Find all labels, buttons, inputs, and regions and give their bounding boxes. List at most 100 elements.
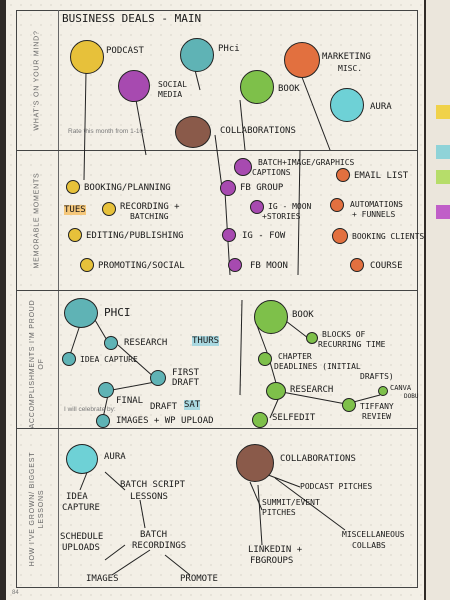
dot-selfedit [252, 412, 268, 428]
mem-auto1: AUTOMATIONS [350, 200, 403, 209]
section-label-accomplishments: ACCOMPLISHMENTS I'M PROUD OF [29, 299, 45, 429]
dot-first-draft [150, 370, 166, 386]
dot-booking [66, 180, 80, 194]
accomp-book: BOOK [292, 310, 314, 320]
page-tab-green [436, 170, 450, 184]
mem-tues: TUES [64, 205, 86, 215]
accomp-research2: RESEARCH [290, 385, 334, 395]
accomp-final1: FINAL [116, 396, 144, 406]
accomp-images: IMAGES + WP UPLOAD [116, 416, 214, 426]
mem-booking: BOOKING/PLANNING [84, 183, 171, 193]
dot-blocks [306, 332, 318, 344]
mem-email: EMAIL LIST [354, 171, 409, 181]
mem-batch2: CAPTIONS [252, 168, 291, 177]
mind-misc: MISC. [338, 64, 363, 73]
growth-batchscript2: LESSONS [130, 492, 168, 502]
section-divider-2 [16, 290, 418, 291]
accomp-blocks1: BLOCKS OF [322, 330, 366, 339]
dot-booking-clients [332, 228, 348, 244]
growth-linkedin1: LINKEDIN + [248, 545, 303, 555]
dot-accomp-book [254, 300, 288, 334]
section-label-memorable: MEMORABLE MOMENTS [33, 172, 41, 269]
mem-batching: BATCHING [130, 212, 169, 221]
mem-batch1: BATCH+IMAGE/GRAPHICS [258, 158, 355, 167]
dot-idea-capture [62, 352, 76, 366]
accomp-tiffany1: TIFFANY [360, 402, 394, 411]
growth-idea1: IDEA [66, 492, 88, 502]
dot-automations [330, 198, 344, 212]
accomp-research: RESEARCH [124, 338, 168, 348]
dot-email [336, 168, 350, 182]
dot-phci [180, 38, 214, 72]
dot-tiffany [342, 398, 356, 412]
accomp-first2: DRAFT [172, 378, 200, 388]
mem-fbmoon: FB MOON [250, 261, 288, 271]
accomp-idea: IDEA CAPTURE [80, 355, 138, 364]
growth-batchrec2: RECORDINGS [132, 541, 187, 551]
accomp-chapter1: CHAPTER [278, 352, 312, 361]
mind-collab: COLLABORATIONS [220, 126, 296, 136]
mind-phci: PHci [218, 44, 240, 54]
mem-bookingclients: BOOKING CLIENTS [352, 232, 425, 241]
accomp-canva1: CANVA [390, 384, 412, 392]
growth-schedule2: UPLOADS [62, 543, 100, 553]
mem-recording: RECORDING + [120, 202, 180, 212]
growth-misc1: MISCELLANEOUS [342, 530, 405, 539]
dot-growth-aura [66, 444, 98, 474]
growth-images: IMAGES [86, 574, 119, 584]
accomp-first1: FIRST [172, 368, 200, 378]
dot-batch-images [234, 158, 252, 176]
mem-editing: EDITING/PUBLISHING [86, 231, 184, 241]
mem-igmoon2: +STORIES [262, 212, 301, 221]
accomp-thurs: THURS [192, 336, 220, 346]
mem-course: COURSE [370, 261, 403, 271]
growth-idea2: CAPTURE [62, 503, 100, 513]
dot-course [350, 258, 364, 272]
dot-chapter [258, 352, 272, 366]
accomp-tiffany2: REVIEW [362, 412, 391, 421]
growth-podcast: PODCAST PITCHES [300, 482, 373, 491]
mind-media: MEDIA [158, 90, 183, 99]
accomp-sat: SAT [184, 400, 201, 410]
dot-social-media [118, 70, 150, 102]
growth-summit2: PITCHES [262, 508, 296, 517]
accomp-blocks2: RECURRING TIME [318, 340, 386, 349]
mind-marketing: MARKETING [322, 52, 371, 62]
page-number: 84 [12, 590, 19, 596]
growth-collab: COLLABORATIONS [280, 454, 356, 464]
mem-auto2: + FUNNELS [352, 210, 396, 219]
section-divider-3 [16, 428, 418, 429]
mind-aura: AURA [370, 102, 392, 112]
dot-research2 [266, 382, 286, 400]
dot-podcast [70, 40, 104, 74]
dot-aura [330, 88, 364, 122]
dot-collaborations [175, 116, 211, 148]
dot-promoting [80, 258, 94, 272]
dot-editing [68, 228, 82, 242]
dot-fbmoon [228, 258, 242, 272]
growth-promote: PROMOTE [180, 574, 218, 584]
dot-images-upload [96, 414, 110, 428]
accomp-chapter3: DRAFTS) [360, 372, 394, 381]
mind-book: BOOK [278, 84, 300, 94]
label-column-divider [58, 10, 59, 588]
dot-marketing [284, 42, 320, 78]
growth-batchrec1: BATCH [140, 530, 168, 540]
dot-canva [378, 386, 388, 396]
dot-accomp-phci [64, 298, 98, 328]
mind-podcast: PODCAST [106, 46, 144, 56]
accomp-phci: PHCI [104, 306, 131, 319]
mem-igfow: IG - FOW [242, 231, 286, 241]
growth-batchscript1: BATCH SCRIPT [120, 480, 186, 490]
accomp-canva2: DOBU [404, 393, 419, 400]
growth-summit1: SUMMIT/EVENT [262, 498, 320, 507]
dot-final-draft [98, 382, 114, 398]
growth-linkedin2: FBGROUPS [250, 556, 294, 566]
adjacent-page [426, 0, 450, 600]
page-frame [16, 10, 418, 588]
dot-igfow [222, 228, 236, 242]
section-divider-1 [16, 150, 418, 151]
mem-igmoon1: IG - MOON [268, 202, 312, 211]
rate-month-label: Rate this month from 1-10: [68, 128, 145, 135]
